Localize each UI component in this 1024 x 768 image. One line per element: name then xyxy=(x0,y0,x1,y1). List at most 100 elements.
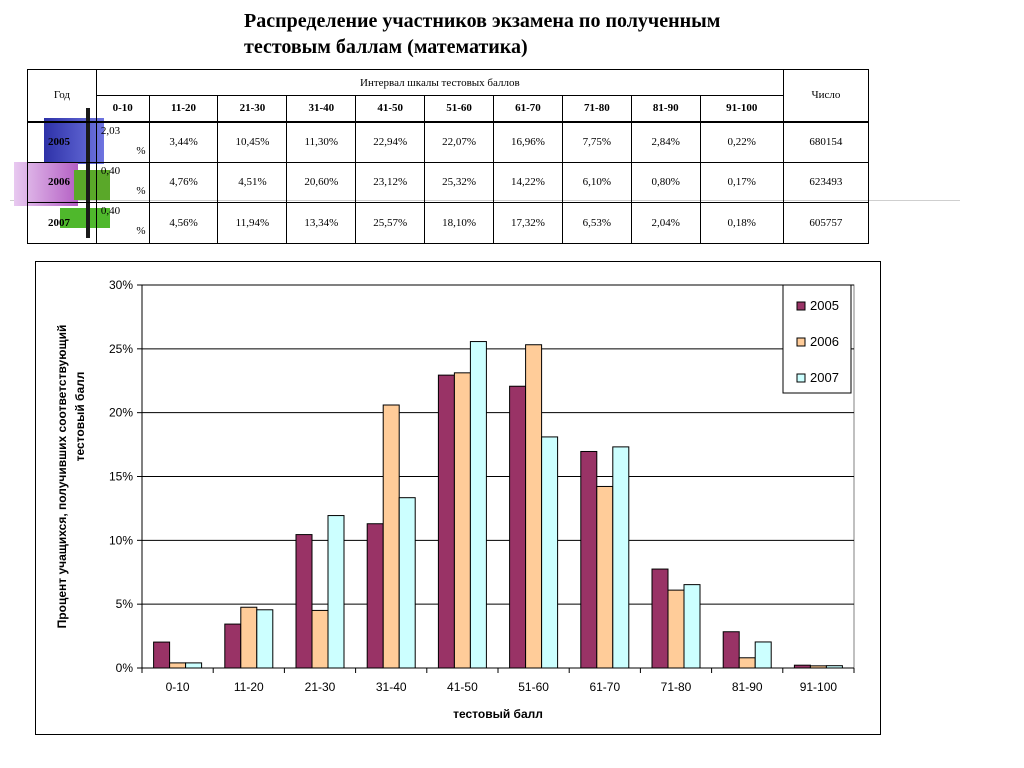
slide-title: Распределение участников экзамена по пол… xyxy=(244,8,884,60)
y-tick-label: 30% xyxy=(109,278,133,292)
legend-swatch-2005 xyxy=(796,301,806,311)
percent-cell: 22,07% xyxy=(424,121,495,163)
x-tick-label: 31-40 xyxy=(376,680,407,694)
year-cell: 2006 xyxy=(27,161,97,204)
bar-2007 xyxy=(612,446,630,669)
first-interval-percent-sign: % xyxy=(136,184,146,197)
percent-cell: 4,56% xyxy=(148,202,219,244)
bar-2007 xyxy=(185,662,203,669)
percent-cell: 4,51% xyxy=(217,161,288,204)
interval-header-cell: 91-100 xyxy=(699,95,784,122)
bar-2005 xyxy=(295,534,313,669)
bar-2006 xyxy=(738,657,756,669)
first-interval-percent-sign: % xyxy=(136,144,146,157)
percent-cell: 25,32% xyxy=(424,161,495,204)
bar-2006 xyxy=(453,372,471,669)
results-table: Год Интервал шкалы тестовых баллов Число… xyxy=(27,69,870,244)
legend-label: 2007 xyxy=(810,370,839,385)
bar-2005 xyxy=(722,631,740,669)
legend-swatch-2007 xyxy=(796,373,806,383)
first-interval-value: 0,40 xyxy=(100,205,121,218)
interval-header-cell: 51-60 xyxy=(424,95,495,122)
x-axis-label: тестовый балл xyxy=(453,707,543,721)
bar-2007 xyxy=(469,341,487,669)
percent-cell: 11,94% xyxy=(217,202,288,244)
percent-cell: 11,30% xyxy=(286,121,357,163)
legend-label: 2006 xyxy=(810,334,839,349)
bar-2005 xyxy=(224,623,242,669)
count-cell: 680154 xyxy=(782,121,870,163)
interval-header-cell: 71-80 xyxy=(561,95,632,122)
bar-2005 xyxy=(437,374,455,669)
bar-2007 xyxy=(541,436,559,669)
percent-cell: 17,32% xyxy=(493,202,563,244)
percent-cell: 3,44% xyxy=(148,121,219,163)
percent-cell: 20,60% xyxy=(286,161,357,204)
percent-cell: 22,94% xyxy=(355,121,426,163)
percent-cell: 0,18% xyxy=(699,202,784,244)
percent-cell: 7,75% xyxy=(561,121,632,163)
percent-cell: 2,04% xyxy=(630,202,701,244)
count-cell: 623493 xyxy=(782,161,870,204)
bar-2006 xyxy=(311,609,329,669)
percent-cell: 16,96% xyxy=(493,121,563,163)
bar-2006 xyxy=(382,404,400,669)
first-interval-cell: 0,40% xyxy=(95,202,150,244)
bar-2007 xyxy=(256,609,274,669)
bar-2005 xyxy=(509,385,527,669)
y-tick-label: 20% xyxy=(109,406,133,420)
percent-cell: 0,80% xyxy=(630,161,701,204)
x-tick-label: 11-20 xyxy=(234,680,264,694)
table-row: 2005 2,03% 3,44% 10,45% 11,30% 22,94% 22,07% 16… xyxy=(27,121,870,163)
slide-title-line1: Распределение участников экзамена по пол… xyxy=(244,10,721,32)
x-tick-label: 0-10 xyxy=(166,680,190,694)
slide-title-line2: тестовым баллам (математика) xyxy=(244,36,528,58)
percent-cell: 2,84% xyxy=(630,121,701,163)
x-tick-label: 61-70 xyxy=(589,680,620,694)
y-tick-label: 15% xyxy=(109,470,133,484)
first-interval-cell: 2,03% xyxy=(95,121,150,163)
year-cell: 2005 xyxy=(27,121,97,163)
interval-header-cell: 31-40 xyxy=(286,95,357,122)
interval-header-cell: 61-70 xyxy=(493,95,563,122)
percent-cell: 6,53% xyxy=(561,202,632,244)
percent-cell: 13,34% xyxy=(286,202,357,244)
legend xyxy=(782,284,852,394)
interval-header-cell: 81-90 xyxy=(630,95,701,122)
chart-frame: 0% 5% 10% 15% 20% 25% 30% 0-10 11-20 21-30 31-40 41… xyxy=(35,261,881,735)
interval-header-cell: 0-10 xyxy=(95,95,150,122)
year-header: Год xyxy=(27,69,97,122)
bar-2006 xyxy=(596,485,614,669)
first-interval-value: 0,40 xyxy=(100,164,121,177)
bar-2005 xyxy=(651,568,669,669)
bar-2006 xyxy=(169,662,187,669)
bar-2007 xyxy=(398,497,416,669)
y-tick-label: 5% xyxy=(116,597,134,611)
legend-swatch-2006 xyxy=(796,337,806,347)
legend-label: 2005 xyxy=(810,298,839,313)
bar-2007 xyxy=(683,584,701,669)
percent-cell: 6,10% xyxy=(561,161,632,204)
bar-chart: 0% 5% 10% 15% 20% 25% 30% 0-10 11-20 21-30 31-40 41… xyxy=(55,278,855,721)
percent-cell: 14,22% xyxy=(493,161,563,204)
percent-cell: 23,12% xyxy=(355,161,426,204)
table-row: 2006 0,40% 4,76% 4,51% 20,60% 23,12% 25,32% 14,… xyxy=(27,161,870,204)
y-axis-label-line1: Процент учащихся, получивших соответству… xyxy=(55,325,69,629)
bar-2006 xyxy=(667,589,685,669)
interval-header-cell: 21-30 xyxy=(217,95,288,122)
interval-header-cell: 41-50 xyxy=(355,95,426,122)
percent-cell: 18,10% xyxy=(424,202,495,244)
table-row: 2007 0,40% 4,56% 11,94% 13,34% 25,57% 18,10% 17… xyxy=(27,202,870,244)
x-tick-label: 81-90 xyxy=(732,680,763,694)
count-cell: 605757 xyxy=(782,202,870,244)
bar-2005 xyxy=(153,641,171,669)
first-interval-cell: 0,40% xyxy=(95,161,150,204)
percent-cell: 0,17% xyxy=(699,161,784,204)
x-tick-label: 71-80 xyxy=(661,680,692,694)
y-tick-label: 10% xyxy=(109,533,133,547)
x-tick-label: 51-60 xyxy=(518,680,549,694)
first-interval-value: 2,03 xyxy=(100,124,121,137)
bar-2006 xyxy=(809,665,827,669)
y-tick-label: 25% xyxy=(109,342,133,356)
bar-2006 xyxy=(240,606,258,669)
